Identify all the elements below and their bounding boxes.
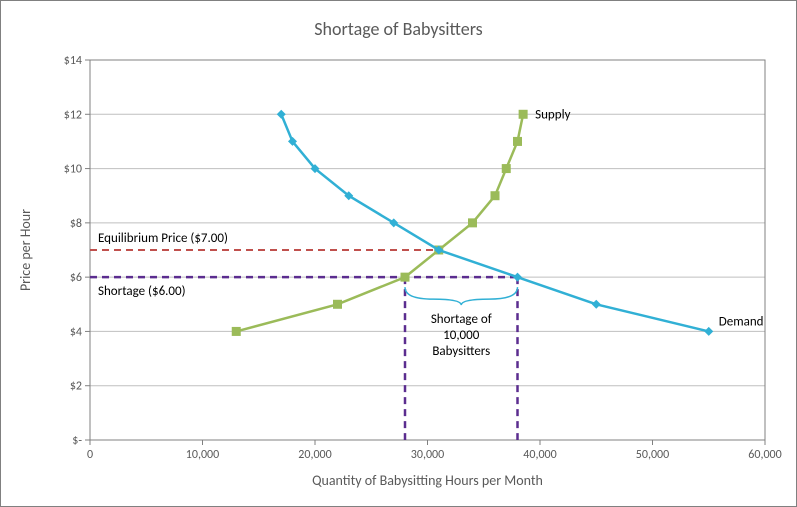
x-tick-label: 40,000 [523, 448, 556, 462]
y-tick-label: $6 [70, 271, 82, 285]
x-axis-label: Quantity of Babysitting Hours per Month [312, 472, 543, 489]
chart-title: Shortage of Babysitters [314, 18, 482, 40]
shortage-label: Shortage ($6.00) [98, 284, 186, 299]
y-tick-label: $14 [64, 54, 82, 68]
demand-marker [513, 273, 522, 282]
supply-marker [502, 164, 511, 173]
supply-series-label: Supply [535, 107, 570, 122]
shortage-callout-text: Shortage of [431, 312, 492, 327]
x-tick-label: 10,000 [186, 448, 219, 462]
x-tick-label: 20,000 [298, 448, 331, 462]
y-tick-label: $8 [70, 217, 82, 231]
supply-marker [491, 191, 500, 200]
supply-marker [468, 218, 477, 227]
y-tick-label: $4 [70, 325, 82, 339]
x-tick-label: 50,000 [636, 448, 669, 462]
demand-marker [277, 110, 286, 119]
y-tick-label: $2 [70, 380, 82, 394]
y-tick-label: $- [72, 434, 82, 448]
y-axis-label: Price per Hour [17, 209, 34, 291]
y-tick-label: $10 [64, 163, 82, 177]
x-tick-label: 30,000 [411, 448, 444, 462]
supply-marker [513, 137, 522, 146]
equilibrium-label: Equilibrium Price ($7.00) [98, 231, 228, 246]
x-tick-label: 0 [87, 448, 93, 462]
chart-svg: Shortage of Babysitters $- $2 $4 $6 $8 $10 $12 $… [0, 0, 797, 507]
y-tick-label: $12 [64, 108, 82, 122]
shortage-callout-text: 10,000 [443, 328, 480, 343]
supply-marker [333, 300, 342, 309]
x-tick-label: 60,000 [748, 448, 781, 462]
shortage-callout-text: Babysitters [432, 344, 490, 359]
supply-marker [232, 327, 241, 336]
demand-marker [704, 327, 713, 336]
demand-series-label: Demand [719, 314, 764, 329]
supply-marker [519, 110, 528, 119]
demand-marker [592, 300, 601, 309]
supply-marker [401, 273, 410, 282]
shortage-brace [405, 287, 518, 305]
